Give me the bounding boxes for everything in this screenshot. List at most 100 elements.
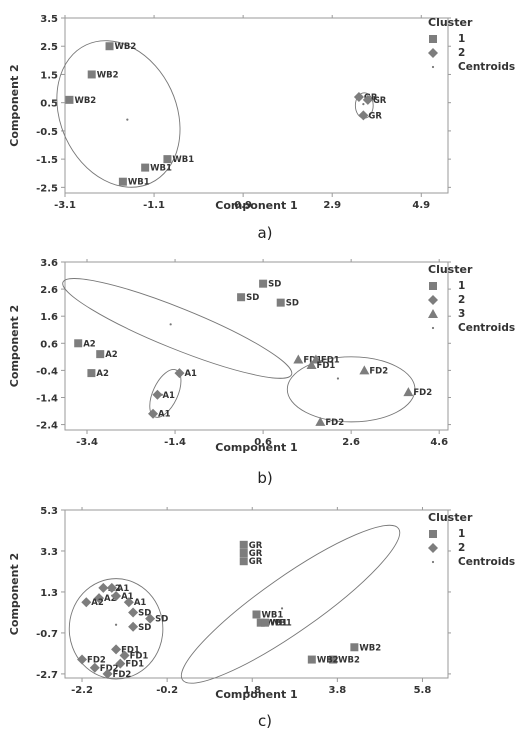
- data-point-cluster-2: [77, 654, 88, 665]
- data-point-cluster-1: [105, 42, 114, 51]
- point-label: SD: [138, 608, 151, 618]
- point-label: GR: [249, 541, 263, 551]
- data-point-cluster-1: [65, 95, 74, 104]
- legend-marker-3: [428, 309, 438, 318]
- legend-title: Cluster: [428, 16, 473, 29]
- x-axis-label: Component 1: [215, 688, 297, 701]
- data-point-cluster-3: [306, 359, 317, 369]
- legend-entry: 2: [458, 542, 465, 554]
- data-point-cluster-2: [98, 582, 109, 593]
- data-point-cluster-2: [353, 92, 364, 103]
- x-tick-label: 2.6: [342, 437, 360, 448]
- point-label: WB2: [359, 643, 381, 653]
- data-point-cluster-1: [276, 298, 285, 307]
- data-point-cluster-3: [293, 354, 304, 364]
- data-point-cluster-2: [174, 368, 185, 379]
- legend-entry: Centroids: [458, 556, 515, 568]
- data-point-cluster-1: [259, 279, 268, 288]
- point-label: GR: [249, 549, 263, 559]
- point-label: GR: [249, 557, 263, 567]
- x-axis-label: Component 1: [215, 441, 297, 454]
- point-label: FD1: [321, 356, 340, 366]
- data-point-cluster-1: [239, 549, 248, 558]
- legend-entry: 1: [458, 528, 465, 540]
- legend-entry: 1: [458, 280, 465, 292]
- y-tick-label: -0.4: [36, 366, 58, 377]
- legend-entry: Centroids: [458, 61, 515, 73]
- point-label: GR: [373, 96, 387, 106]
- point-label: GR: [368, 111, 382, 121]
- centroid-point: [114, 623, 118, 626]
- chart-panel-1: -3.1 -1.1 0.9 2.9 4.9 3.5 2.5 1.5 0.5 -0.5 -1.5 -2.…: [8, 14, 515, 242]
- x-tick-label: -0.2: [156, 685, 178, 696]
- y-axis-label: Component 2: [8, 553, 21, 635]
- data-point-cluster-2: [128, 621, 139, 632]
- data-point-cluster-2: [152, 389, 163, 400]
- centroid-point: [280, 607, 284, 610]
- cluster-ellipse: [56, 40, 181, 188]
- point-label: A2: [96, 369, 109, 379]
- point-label: SD: [138, 623, 151, 633]
- x-tick-label: 4.9: [412, 200, 430, 211]
- y-tick-label: 3.3: [40, 547, 58, 558]
- x-axis-label: Component 1: [215, 199, 297, 212]
- point-label: WB2: [115, 42, 137, 52]
- y-axis-label: Component 2: [8, 64, 21, 146]
- legend-centroid-marker: [431, 65, 435, 69]
- point-label: FD2: [113, 670, 132, 680]
- data-point-cluster-2: [111, 591, 122, 602]
- data-point-cluster-2: [111, 644, 122, 655]
- x-tick-label: -1.1: [143, 200, 165, 211]
- data-point-cluster-1: [252, 610, 261, 619]
- legend-title: Cluster: [428, 263, 473, 276]
- data-point-cluster-1: [261, 618, 270, 627]
- point-label: FD2: [325, 418, 344, 428]
- legend-entry: 1: [458, 33, 465, 45]
- point-label: SD: [155, 615, 168, 625]
- point-label: WB1: [150, 164, 172, 174]
- y-tick-label: 2.6: [40, 285, 58, 296]
- point-label: A1: [184, 369, 197, 379]
- legend-entry: Centroids: [458, 322, 515, 334]
- y-tick-label: 1.6: [40, 312, 58, 323]
- point-label: WB1: [270, 619, 292, 629]
- data-point-cluster-1: [237, 293, 246, 302]
- data-point-cluster-1: [239, 557, 248, 566]
- x-tick-label: 4.6: [430, 437, 448, 448]
- point-label: A1: [121, 592, 134, 602]
- plot-frame: [64, 17, 449, 194]
- chart-panel-2: -3.4 -1.4 0.6 2.6 4.6 3.6 2.6 1.6 0.6 -0.4 -1.4 -2.…: [8, 258, 515, 487]
- centroid-point: [169, 323, 172, 326]
- x-tick-label: 2.9: [323, 200, 341, 211]
- data-point-cluster-3: [310, 354, 321, 364]
- data-point-cluster-2: [123, 597, 134, 608]
- y-tick-label: 0.5: [40, 99, 58, 110]
- x-tick-label: 1.8: [243, 685, 261, 696]
- y-tick-label: -2.4: [36, 421, 58, 432]
- point-label: WB1: [262, 610, 284, 620]
- data-point-cluster-2: [115, 658, 126, 669]
- point-label: SD: [268, 280, 281, 290]
- y-tick-label: -0.7: [36, 629, 58, 640]
- data-point-cluster-1: [329, 655, 338, 664]
- point-label: FD2: [100, 664, 119, 674]
- x-tick-label: 0.9: [234, 200, 252, 211]
- data-point-cluster-1: [256, 618, 265, 627]
- data-point-cluster-2: [106, 582, 117, 593]
- y-tick-label: 1.5: [40, 70, 58, 81]
- x-tick-label: -3.4: [76, 437, 98, 448]
- data-point-cluster-2: [89, 662, 100, 673]
- point-label: A1: [162, 391, 175, 401]
- centroid-point: [362, 102, 365, 106]
- y-axis-label: Component 2: [8, 305, 21, 387]
- data-point-cluster-1: [87, 369, 96, 378]
- data-point-cluster-1: [141, 163, 150, 172]
- point-label: WB1: [172, 155, 194, 165]
- point-label: FD1: [130, 651, 149, 661]
- data-point-cluster-2: [145, 613, 156, 624]
- legend-marker-2: [428, 295, 438, 305]
- point-label: A2: [105, 350, 118, 360]
- point-label: WB2: [74, 96, 96, 106]
- point-label: FD2: [87, 656, 106, 666]
